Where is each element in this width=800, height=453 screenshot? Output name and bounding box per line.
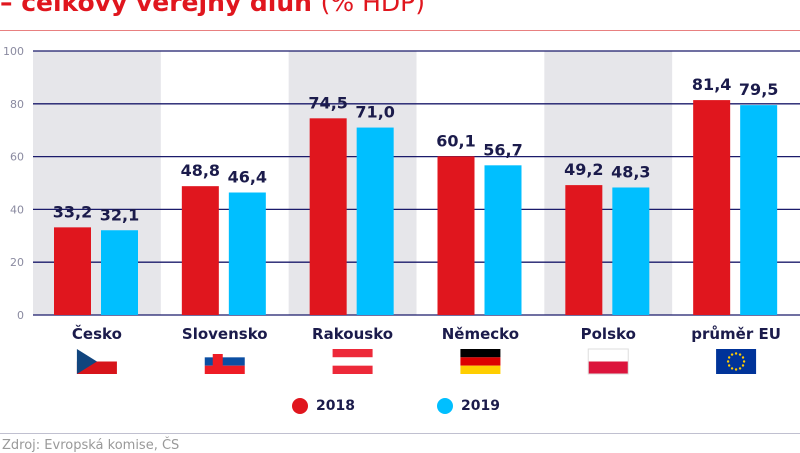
bar-2019	[356, 127, 394, 315]
bar-2019	[612, 187, 650, 315]
bar-2018	[181, 186, 219, 315]
flag-poland-icon	[587, 348, 629, 375]
group-band	[544, 51, 673, 315]
bar-2018	[309, 118, 347, 315]
category-label: Polsko	[581, 325, 636, 343]
chart-title: – celkový veřejný dluh (% HDP)	[0, 0, 425, 17]
footer-divider	[0, 433, 800, 434]
bar-2018	[54, 227, 91, 315]
bar-2019	[101, 230, 138, 315]
category-label: Německo	[442, 325, 519, 343]
y-tick-label: 40	[10, 203, 24, 216]
data-label: 60,1	[436, 131, 475, 150]
bar-2019	[228, 192, 266, 315]
flag-austria-icon	[332, 349, 373, 374]
bar-2018	[693, 100, 731, 315]
data-label: 49,2	[564, 160, 603, 179]
category-label: Rakousko	[312, 325, 393, 343]
title-unit: (% HDP)	[320, 0, 426, 17]
flag-slovakia-icon	[204, 349, 245, 374]
category-label: Česko	[72, 324, 122, 343]
category-label: Slovensko	[182, 325, 268, 343]
data-label: 32,1	[100, 205, 139, 224]
flag-czech-icon	[76, 349, 117, 374]
legend-item-2018: 2018	[292, 398, 355, 414]
bar-2018	[565, 185, 603, 315]
legend-swatch	[437, 398, 453, 414]
y-tick-label: 0	[17, 309, 24, 322]
bar-2019	[740, 105, 778, 316]
legend-label: 2019	[461, 398, 500, 414]
bar-2018	[437, 156, 475, 315]
legend-item-2019: 2019	[437, 398, 500, 414]
legend-label: 2018	[316, 398, 355, 414]
data-label: 81,4	[692, 75, 731, 94]
data-label: 46,4	[228, 168, 267, 187]
data-label: 48,8	[181, 161, 220, 180]
data-label: 56,7	[483, 140, 522, 159]
y-tick-label: 20	[10, 256, 24, 269]
flag-germany-icon	[460, 349, 501, 374]
legend-swatch	[292, 398, 308, 414]
group-band	[288, 51, 417, 315]
flag-eu-icon	[716, 349, 757, 374]
y-tick-label: 60	[10, 151, 24, 164]
data-label: 79,5	[739, 80, 778, 99]
title-divider	[0, 30, 800, 31]
data-label: 48,3	[611, 162, 650, 181]
y-tick-label: 100	[3, 45, 24, 58]
data-label: 71,0	[355, 103, 394, 122]
category-label: průměr EU	[691, 325, 781, 343]
y-tick-label: 80	[10, 98, 24, 111]
source-note: Zdroj: Evropská komise, ČS	[2, 438, 180, 453]
title-main: – celkový veřejný dluh	[0, 0, 312, 17]
group-band	[33, 51, 161, 315]
bar-2019	[484, 165, 522, 315]
data-label: 74,5	[308, 93, 347, 112]
data-label: 33,2	[53, 202, 92, 221]
